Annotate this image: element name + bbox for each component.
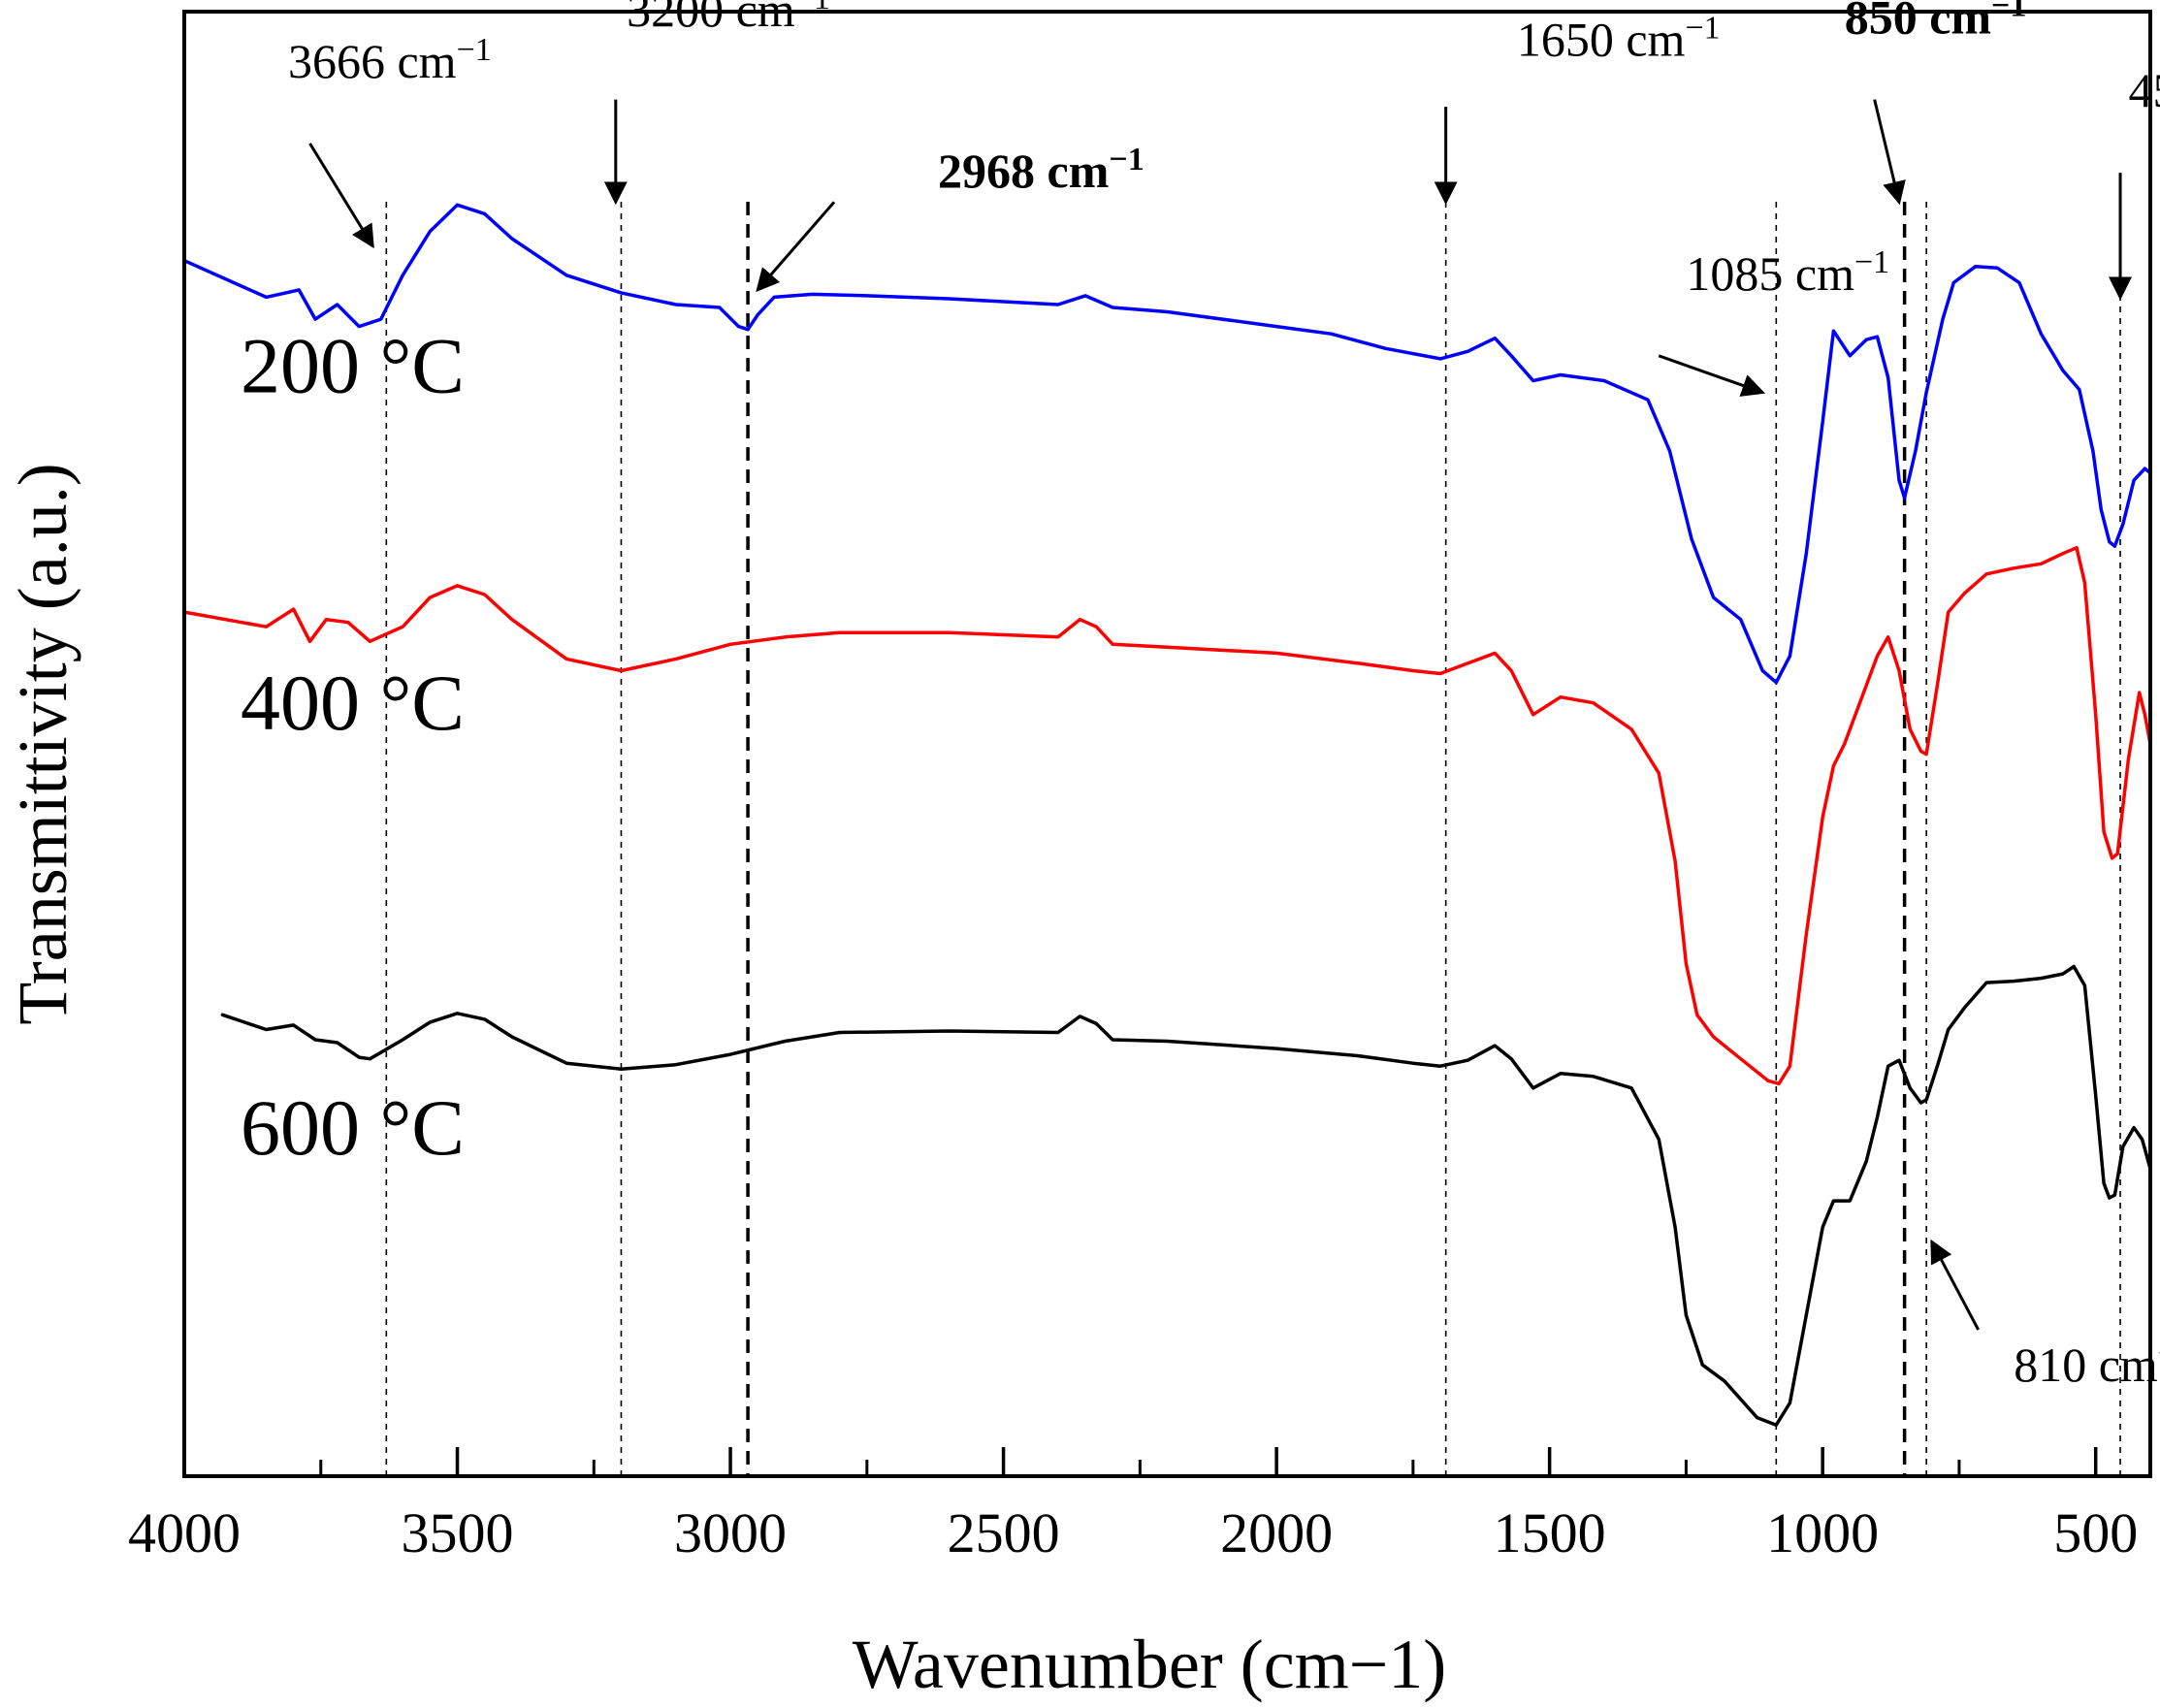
- series-line-1: [182, 203, 2152, 685]
- reference-lines: [385, 202, 2121, 1476]
- spectra-series: [182, 203, 2152, 1427]
- x-tick-label-3500: 3500: [402, 1501, 514, 1564]
- plot-frame: [182, 10, 2152, 1478]
- annotation-arrow-2968: [756, 201, 836, 293]
- series-line-2: [182, 545, 2152, 1086]
- series-labels: 200 °C 400 °C 600 °C: [241, 322, 465, 1172]
- x-axis-ticks: 4000 3500 3000 2500 2000 1500 1000 500: [128, 1447, 2138, 1564]
- x-tick-label-1000: 1000: [1766, 1501, 1879, 1564]
- annotation-label-810: 810 cm−1: [2014, 1336, 2160, 1392]
- x-tick-label-3000: 3000: [674, 1501, 787, 1564]
- x-tick-label-500: 500: [2053, 1501, 2138, 1564]
- annotation-arrow-1085: [1658, 354, 1766, 397]
- annotation-label-3666: 3666 cm−1: [288, 32, 492, 88]
- x-axis-title: Wavenumber (cm−1): [853, 1626, 1447, 1703]
- series-label-1: 200 °C: [241, 322, 465, 410]
- annotation-label-455: 455 cm−1: [2128, 61, 2160, 117]
- x-tick-label-2500: 2500: [948, 1501, 1060, 1564]
- y-axis-title: Transmittivity (a.u.): [4, 463, 81, 1024]
- annotation-label-1085: 1085 cm−1: [1686, 244, 1889, 301]
- x-tick-label-4000: 4000: [128, 1501, 241, 1564]
- annotation-arrow-850: [1873, 99, 1906, 206]
- series-label-3: 600 °C: [241, 1083, 465, 1172]
- x-tick-label-1500: 1500: [1494, 1501, 1606, 1564]
- x-tick-label-2000: 2000: [1220, 1501, 1333, 1564]
- series-label-2: 400 °C: [241, 659, 465, 747]
- series-line-3: [220, 964, 2152, 1427]
- annotation-arrow-810: [1930, 1239, 1980, 1331]
- annotation-arrow-3666: [308, 143, 374, 249]
